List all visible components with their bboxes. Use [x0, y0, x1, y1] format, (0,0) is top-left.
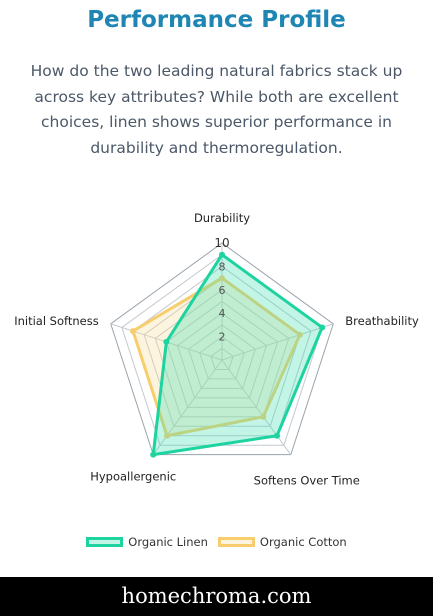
radar-grid [110, 242, 334, 456]
series-0-point-3[interactable] [150, 451, 157, 458]
series-0-point-1[interactable] [319, 324, 326, 331]
tick-label-2: 2 [219, 331, 226, 344]
radar-chart: 2 4 6 8 10 Durability Breathability Softens Ov… [14, 211, 419, 488]
axis-label-3: Hypoallergenic [90, 470, 176, 484]
radar-ticks: 2 4 6 8 10 [214, 236, 229, 344]
radar-axis-labels: Durability Breathability Softens Over Time… [14, 211, 419, 488]
tick-label-6: 6 [219, 284, 226, 297]
grid-ring-6 [154, 289, 290, 418]
footer-brand[interactable]: homechroma.com [121, 584, 312, 608]
axis-label-2: Softens Over Time [254, 474, 360, 488]
series-1-point-3[interactable] [163, 432, 170, 439]
page-title: Performance Profile [87, 7, 346, 33]
radar-series [129, 251, 326, 458]
tick-label-10: 10 [214, 236, 229, 250]
series-0-point-4[interactable] [163, 338, 170, 345]
series-0-point-0[interactable] [219, 251, 225, 258]
series-1-point-1[interactable] [296, 331, 303, 338]
grid-ring-2 [199, 335, 245, 380]
series-1-point-2[interactable] [260, 413, 267, 420]
grid-ring-10 [110, 242, 334, 456]
grid-ring-8 [132, 265, 312, 437]
chart-legend: Organic Linen Organic Cotton [0, 535, 433, 549]
legend-item-cotton[interactable]: Organic Cotton [217, 535, 347, 549]
grid-spoke-1 [221, 323, 334, 361]
tick-label-8: 8 [219, 260, 226, 273]
axis-label-0: Durability [194, 211, 250, 225]
grid-ring-5 [165, 300, 279, 408]
page-subtitle: How do the two leading natural fabrics s… [30, 62, 403, 157]
series-area-1 [131, 276, 302, 438]
legend-item-linen[interactable]: Organic Linen [86, 535, 208, 549]
grid-ring-1 [210, 347, 234, 370]
series-1-point-0[interactable] [219, 275, 225, 282]
axis-label-4: Initial Softness [14, 314, 99, 328]
grid-ring-3 [188, 324, 256, 389]
legend-swatch-linen [86, 537, 124, 547]
grid-ring-4 [176, 312, 268, 399]
series-area-0 [151, 253, 324, 457]
grid-spoke-3 [152, 359, 223, 455]
series-0-point-2[interactable] [274, 432, 281, 439]
tick-label-4: 4 [219, 307, 226, 320]
grid-spoke-2 [221, 359, 292, 455]
axis-label-1: Breathability [345, 314, 419, 328]
series-1-point-4[interactable] [129, 328, 136, 335]
legend-swatch-cotton [217, 537, 255, 547]
site-footer: homechroma.com [0, 577, 433, 616]
legend-label-cotton: Organic Cotton [259, 535, 347, 549]
legend-label-linen: Organic Linen [128, 535, 208, 549]
